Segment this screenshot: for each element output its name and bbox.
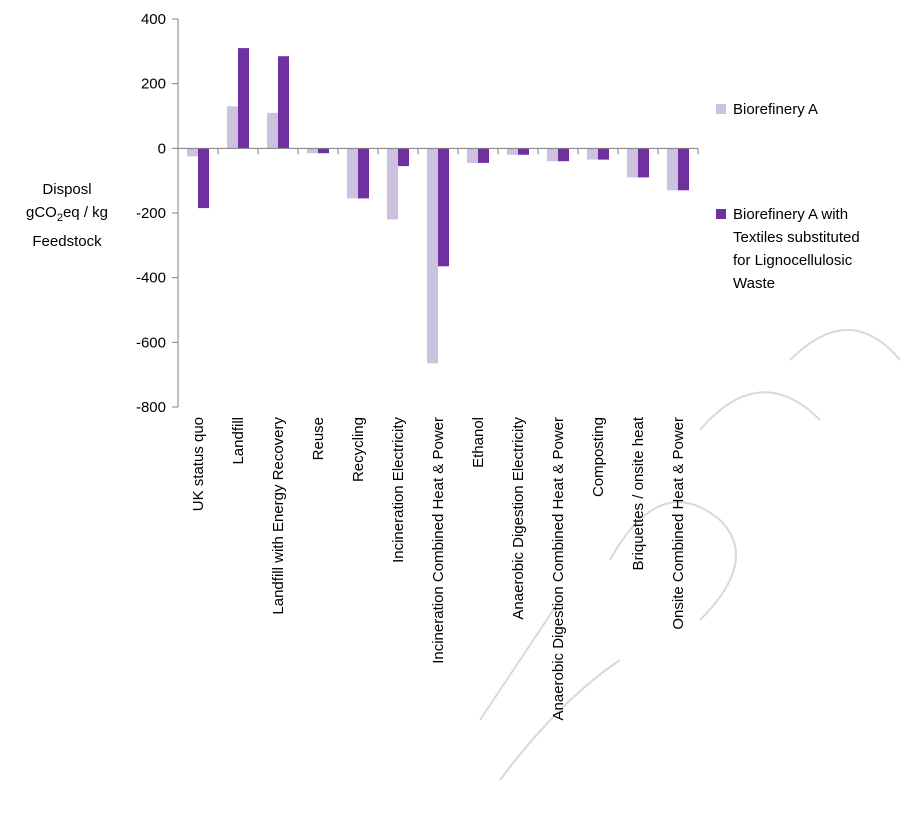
- bar-series-1-9: [507, 148, 518, 155]
- y-tick-label-6: -600: [136, 334, 166, 351]
- y-tick-label-2: 200: [141, 76, 166, 93]
- bar-series-1-13: [667, 148, 678, 191]
- bar-series-2-8: [478, 148, 489, 163]
- y-axis-title-line1: Disposl: [42, 181, 92, 198]
- legend-swatch-series-1: [716, 104, 726, 114]
- x-tick-label-1: UK status quo: [190, 417, 207, 511]
- bar-series-1-2: [227, 106, 238, 149]
- x-tick-label-13: Onsite Combined Heat & Power: [670, 417, 687, 630]
- bar-series-1-3: [267, 112, 278, 149]
- x-tick-label-9: Anaerobic Digestion Electricity: [510, 417, 527, 620]
- x-tick-labels: UK status quo Landfill Landfill with Energ…: [190, 416, 687, 720]
- x-tick-label-2: Landfill: [230, 417, 247, 465]
- bar-series-1-11: [587, 148, 598, 160]
- x-tick-label-3: Landfill with Energy Recovery: [270, 417, 287, 615]
- y-tick-label-5: -400: [136, 270, 166, 287]
- bar-series-2-13: [678, 148, 689, 191]
- legend-label-series-2-line2: Textiles substituted: [733, 229, 860, 246]
- legend-label-series-1: Biorefinery A: [733, 101, 819, 118]
- y-axis-title-subscript: 2: [56, 212, 63, 224]
- y-tick-labels: 400 200 0 -200 -400 -600 -800: [136, 11, 166, 416]
- legend-label-series-2-line3: for Lignocellulosic: [733, 252, 853, 269]
- y-tick-label-3: 0: [158, 140, 166, 157]
- axes: [172, 18, 699, 408]
- y-tick-label-7: -800: [136, 399, 166, 416]
- bar-series-2-10: [558, 148, 569, 162]
- bar-series-1-8: [467, 148, 478, 163]
- bar-series-1-4: [307, 148, 318, 154]
- bar-series-2-5: [358, 148, 369, 199]
- x-tick-label-10: Anaerobic Digestion Combined Heat & Powe…: [550, 417, 567, 721]
- bar-series-2-12: [638, 148, 649, 178]
- bar-series-1-12: [627, 148, 638, 178]
- x-tick-label-8: Ethanol: [470, 417, 487, 468]
- bar-series-1-5: [347, 148, 358, 199]
- legend-label-series-2: Biorefinery A with Textiles substituted …: [733, 203, 903, 295]
- x-tick-label-6: Incineration Electricity: [390, 417, 407, 563]
- bar-series-1-10: [547, 148, 558, 162]
- y-axis-title-line2-post: eq / kg: [62, 204, 108, 221]
- bar-series-1-7: [427, 148, 438, 364]
- bar-series-2-11: [598, 148, 609, 160]
- y-axis-title-line3: Feedstock: [32, 233, 102, 250]
- x-tick-label-7: Incineration Combined Heat & Power: [430, 417, 447, 664]
- y-axis-title: Disposl gCO2eq / kg Feedstock: [0, 178, 134, 253]
- bars: [187, 48, 689, 364]
- y-axis-title-line2: gCO2eq / kg: [0, 201, 134, 230]
- y-tick-label-1: 400: [141, 11, 166, 28]
- legend-swatch-series-2: [716, 209, 726, 219]
- bar-series-1-1: [187, 148, 198, 157]
- bar-series-2-6: [398, 148, 409, 167]
- bar-series-2-7: [438, 148, 449, 267]
- bar-series-2-4: [318, 148, 329, 154]
- bar-series-1-6: [387, 148, 398, 220]
- x-tick-label-12: Briquettes / onsite heat: [630, 416, 647, 570]
- bar-series-2-1: [198, 148, 209, 209]
- bar-series-2-9: [518, 148, 529, 155]
- legend-label-series-2-line1: Biorefinery A with: [733, 206, 849, 223]
- x-tick-label-5: Recycling: [350, 417, 367, 482]
- bar-series-2-2: [238, 48, 249, 149]
- x-tick-label-11: Composting: [590, 417, 607, 497]
- y-axis-title-line2-pre: gCO: [26, 204, 57, 221]
- legend-label-series-2-line4: Waste: [733, 275, 775, 292]
- x-tick-label-4: Reuse: [310, 417, 327, 460]
- y-tick-label-4: -200: [136, 205, 166, 222]
- watermark: [479, 329, 901, 781]
- bar-series-2-3: [278, 56, 289, 149]
